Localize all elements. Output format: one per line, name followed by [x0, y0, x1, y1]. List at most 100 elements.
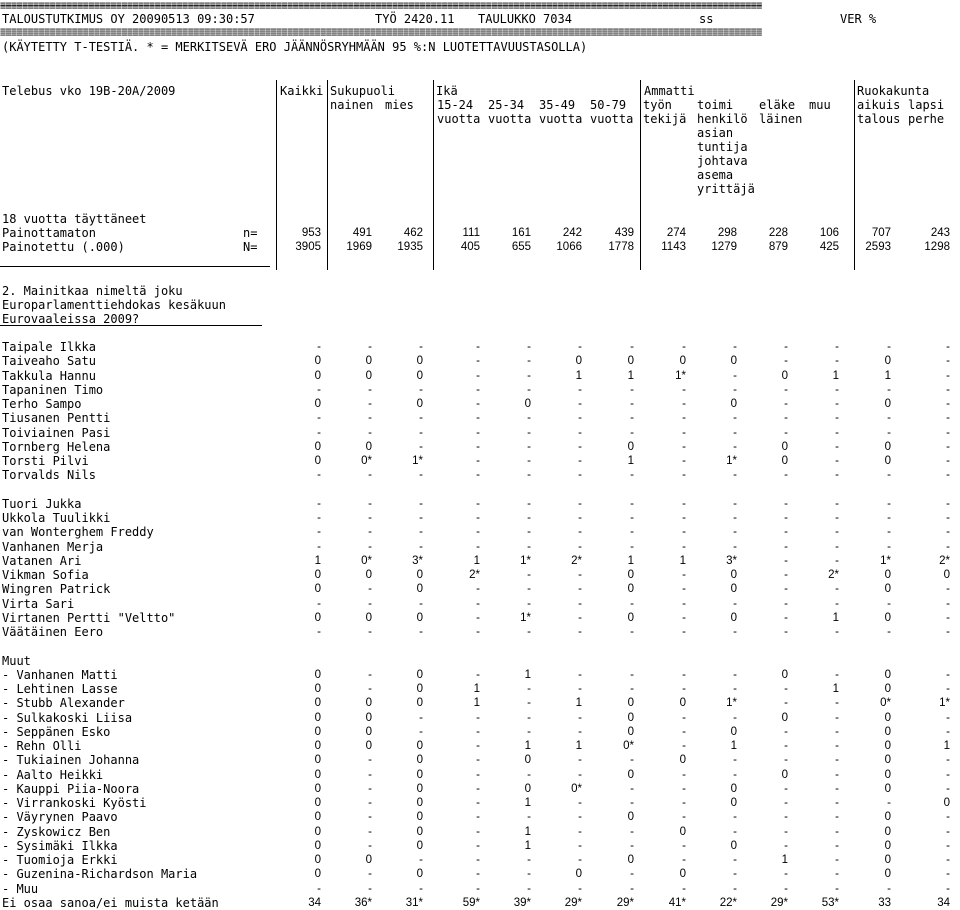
cell-25-34: - [527, 697, 531, 709]
cell-25-34: - [527, 626, 531, 638]
base-N-cell-15-24: 405 [460, 241, 480, 253]
cell-50-79: - [630, 626, 634, 638]
row-label: Terho Sampo [2, 397, 82, 411]
row-label: Väätäinen Eero [2, 625, 104, 639]
cell-nainen: - [368, 526, 372, 538]
base-N-cell-tyon-tekija: 1143 [661, 241, 686, 253]
cell-35-49: 0* [571, 783, 582, 795]
cell-25-34: - [527, 498, 531, 510]
cell-kaikki: 0 [314, 868, 321, 880]
header-50-79: 50-79 [590, 98, 627, 112]
row-label: Muut [2, 654, 31, 668]
cell-25-34: - [527, 541, 531, 553]
cell-aikuistalous: 0 [884, 569, 891, 581]
cell-kaikki: 0 [314, 712, 321, 724]
cell-toimihenkilo: 1* [726, 697, 737, 709]
cell-elakelainen: - [784, 612, 788, 624]
cell-35-49: - [578, 469, 582, 481]
base-N-cell-elakelainen: 879 [768, 241, 788, 253]
cell-lapsiperhe: - [946, 526, 950, 538]
cell-muu: - [835, 398, 839, 410]
cell-50-79: 29* [616, 897, 634, 909]
cell-nainen: 0 [365, 726, 372, 738]
base-N-cell-aikuistalous: 2593 [865, 241, 891, 253]
cell-kaikki: 0 [314, 797, 321, 809]
cell-lapsiperhe: - [946, 512, 950, 524]
cell-tyon-tekija: - [682, 498, 686, 510]
cell-nainen: - [368, 769, 372, 781]
cell-35-49: - [578, 840, 582, 852]
cell-50-79: - [630, 412, 634, 424]
mid-rule: ========================================… [0, 27, 762, 36]
row-label: - Tuomioja Erkki [2, 853, 118, 867]
cell-25-34: - [527, 469, 531, 481]
cell-kaikki: 0 [314, 441, 321, 453]
cell-tyon-tekija: - [682, 712, 686, 724]
cell-toimihenkilo: - [733, 384, 737, 396]
cell-toimihenkilo: - [733, 868, 737, 880]
cell-mies: 0 [416, 669, 423, 681]
cell-mies: - [419, 441, 423, 453]
cell-tyon-tekija: - [682, 341, 686, 353]
cell-elakelainen: 0 [781, 712, 788, 724]
cell-toimihenkilo: 0 [730, 612, 737, 624]
base-weighted-symbol: N= [243, 240, 258, 254]
cell-25-34: - [527, 384, 531, 396]
cell-15-24: 59* [462, 897, 480, 909]
cell-muu: - [835, 783, 839, 795]
cell-35-49: - [578, 883, 582, 895]
cell-kaikki: 0 [314, 583, 321, 595]
cell-mies: 0 [416, 370, 423, 382]
cell-toimihenkilo: 1 [730, 740, 737, 752]
cell-lapsiperhe: - [946, 455, 950, 467]
cell-nainen: - [368, 498, 372, 510]
cell-15-24: - [476, 612, 480, 624]
cell-kaikki: 0 [314, 683, 321, 695]
base-N-cell-toimihenkilo: 1279 [711, 241, 737, 253]
cell-50-79: - [630, 526, 634, 538]
cell-25-34: 1* [520, 555, 531, 567]
cell-elakelainen: - [784, 840, 788, 852]
cell-lapsiperhe: - [946, 883, 950, 895]
cell-elakelainen: - [784, 783, 788, 795]
header-mies: mies [385, 98, 414, 112]
cell-aikuistalous: - [887, 384, 891, 396]
cell-elakelainen: - [784, 697, 788, 709]
cell-nainen: - [368, 826, 372, 838]
cell-50-79: - [630, 754, 634, 766]
cell-aikuistalous: 1 [884, 370, 891, 382]
header-50-79-unit: vuotta [590, 112, 634, 126]
base-unweighted-symbol: n= [243, 226, 258, 240]
cell-mies: - [419, 526, 423, 538]
cell-kaikki: - [317, 526, 321, 538]
base-N-cell-25-34: 655 [511, 241, 531, 253]
header-toimi-6: asema [697, 168, 734, 182]
cell-nainen: - [368, 840, 372, 852]
cell-nainen: - [368, 754, 372, 766]
cell-50-79: 0 [627, 712, 634, 724]
cell-lapsiperhe: - [946, 370, 950, 382]
cell-kaikki: 0 [314, 697, 321, 709]
cell-nainen: 0 [365, 740, 372, 752]
cell-50-79: - [630, 469, 634, 481]
cell-lapsiperhe: - [946, 868, 950, 880]
cell-mies: 0 [416, 826, 423, 838]
cell-aikuistalous: 1* [880, 555, 891, 567]
row-label: Tuori Jukka [2, 497, 82, 511]
cell-mies: - [419, 412, 423, 424]
cell-muu: - [835, 754, 839, 766]
cell-aikuistalous: 0 [884, 840, 891, 852]
cell-muu: 1 [832, 370, 839, 382]
cell-35-49: - [578, 797, 582, 809]
cell-50-79: 1 [627, 555, 634, 567]
cell-50-79: 0 [627, 569, 634, 581]
cell-muu: - [835, 769, 839, 781]
cell-25-34: - [527, 769, 531, 781]
cell-35-49: 1 [575, 370, 582, 382]
cell-25-34: 39* [513, 897, 531, 909]
cell-15-24: - [476, 469, 480, 481]
cell-muu: - [835, 797, 839, 809]
row-label: Toiviainen Pasi [2, 426, 111, 440]
cell-15-24: 1 [473, 697, 480, 709]
cell-muu: - [835, 412, 839, 424]
